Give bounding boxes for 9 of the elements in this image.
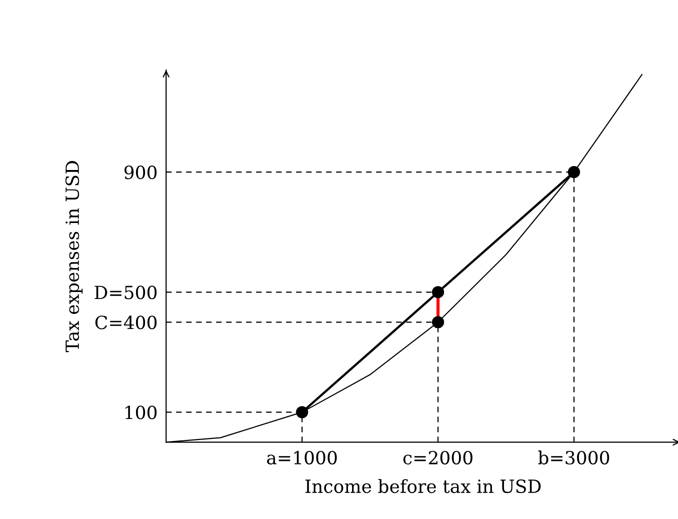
y-tick-label: 900 [124,166,157,180]
x-tick-label: c=2000 [403,450,472,464]
y-tick-label: C=400 [95,316,157,330]
y-axis-title: Tax expenses in USD [65,161,83,352]
x-tick-label: b=3000 [538,450,610,464]
y-tick-label: D=500 [94,286,157,300]
x-tick-label: a=1000 [267,450,337,464]
x-axis-title: Income before tax in USD [305,479,541,494]
y-tick-label: 100 [126,406,157,420]
